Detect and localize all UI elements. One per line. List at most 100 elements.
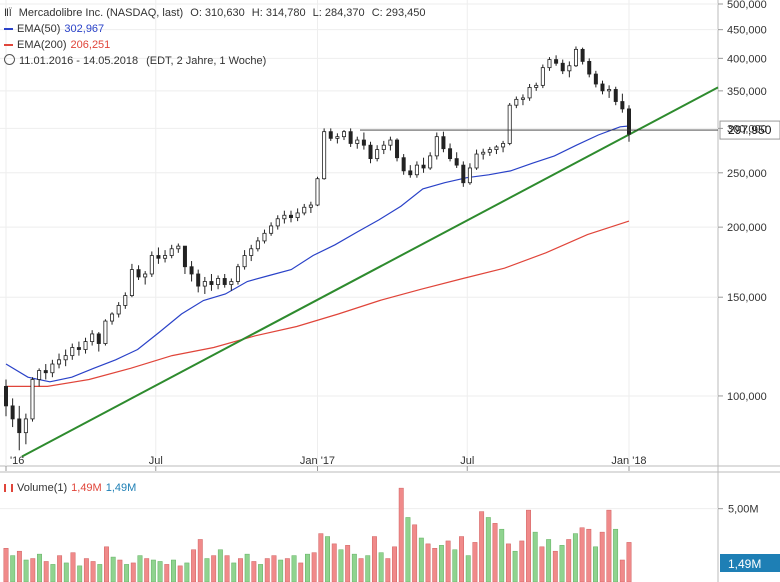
ema200-value: 206,251 [70, 39, 111, 51]
volume-bar [291, 555, 297, 582]
candle [335, 133, 340, 144]
volume-bar [104, 546, 109, 582]
volume-bar [345, 545, 351, 582]
candle-body [149, 255, 154, 275]
candle [554, 55, 559, 66]
y-tick-label: 300,000 [727, 123, 767, 135]
ema50-line [5, 125, 630, 383]
volume-bar [532, 531, 538, 582]
candle [322, 128, 327, 180]
candle-body [302, 206, 307, 214]
volume-bar [30, 558, 36, 582]
ohlc-open: O: 310,630 [190, 7, 245, 19]
volume-bar [224, 555, 230, 582]
y-tick-label: 250,000 [727, 168, 767, 180]
volume-bar [365, 555, 371, 582]
candle [454, 152, 459, 168]
volume-y-axis: 5,00M 1,49M [718, 504, 780, 572]
candle [607, 85, 612, 98]
candle [560, 59, 565, 75]
candle-body [368, 144, 373, 160]
candle [527, 83, 532, 101]
candle-body [408, 170, 413, 176]
chart-type-icon[interactable]: ⅡЇ [4, 8, 12, 19]
volume-bar [539, 546, 545, 582]
volume-bar [231, 562, 237, 582]
candle [90, 330, 95, 346]
candle-body [587, 61, 592, 75]
legend-instrument: ⅡЇ Mercadolibre Inc. (NASDAQ, last) O: 3… [4, 6, 426, 21]
candle-body [70, 347, 75, 357]
candle-body [461, 164, 466, 184]
candle [448, 143, 453, 162]
y-tick-label: 500,000 [727, 0, 767, 11]
candle [275, 215, 280, 230]
candle-body [23, 418, 28, 434]
candle [37, 368, 42, 387]
volume-bar [505, 543, 511, 582]
candle-body [527, 87, 532, 99]
candle [487, 146, 492, 156]
candle [269, 222, 274, 236]
x-tick-label: Jul [460, 455, 474, 467]
candle [428, 152, 433, 170]
candle-body [229, 281, 234, 285]
candle [395, 138, 400, 162]
candle-body [620, 101, 625, 110]
candle-body [255, 240, 260, 250]
volume-bar [137, 555, 143, 582]
candle-body [315, 178, 320, 206]
trendline [21, 86, 719, 458]
volume-bar [438, 545, 444, 582]
volume-bar [425, 543, 431, 582]
candle [169, 244, 174, 259]
candle [235, 263, 240, 285]
candle [308, 201, 313, 213]
x-axis: '16 Jul Jan '17 Jul Jan '18 [5, 455, 647, 471]
last-volume-tag-label: 1,49M [728, 557, 761, 571]
volume-bar [572, 533, 578, 582]
volume-bar [83, 558, 89, 582]
candle [189, 261, 194, 282]
candle-body [176, 245, 181, 250]
candle [315, 176, 320, 207]
candle-body [567, 65, 572, 72]
candle-body [547, 59, 552, 69]
volume-value-blue: 1,49M [105, 482, 137, 494]
candle-body [322, 131, 327, 180]
candle-body [129, 269, 134, 296]
candle [149, 251, 154, 277]
ema50-swatch [4, 28, 13, 31]
volume-bar [485, 517, 491, 582]
candle-body [520, 97, 525, 100]
candle-body [295, 212, 300, 218]
candles-group [4, 46, 632, 451]
ema200-line [6, 220, 630, 387]
volume-bar [144, 558, 150, 582]
ema50-line-group [5, 125, 630, 383]
volume-bar [519, 540, 525, 582]
candle-body [474, 153, 479, 169]
ema200-label: EMA(200) [17, 39, 67, 51]
candle [129, 263, 134, 298]
volume-bar [465, 555, 471, 582]
candle [481, 148, 486, 160]
candle-body [540, 67, 545, 86]
candle [288, 210, 293, 223]
candle-body [514, 98, 519, 106]
volume-bar [90, 561, 96, 582]
ohlc-close: C: 293,450 [371, 7, 426, 19]
candle-body [573, 48, 578, 67]
candle-body [414, 164, 419, 176]
y-tick-label: 200,000 [727, 222, 767, 234]
legend-ema200: EMA(200) 206,251 [4, 38, 110, 52]
candle [501, 140, 506, 153]
candle-body [308, 204, 313, 208]
candle [255, 237, 260, 252]
volume-bar [619, 559, 625, 582]
candle [116, 302, 121, 318]
candle [467, 163, 472, 185]
candle-body [434, 136, 439, 157]
volume-bar [197, 539, 203, 582]
volume-bar [150, 559, 156, 582]
